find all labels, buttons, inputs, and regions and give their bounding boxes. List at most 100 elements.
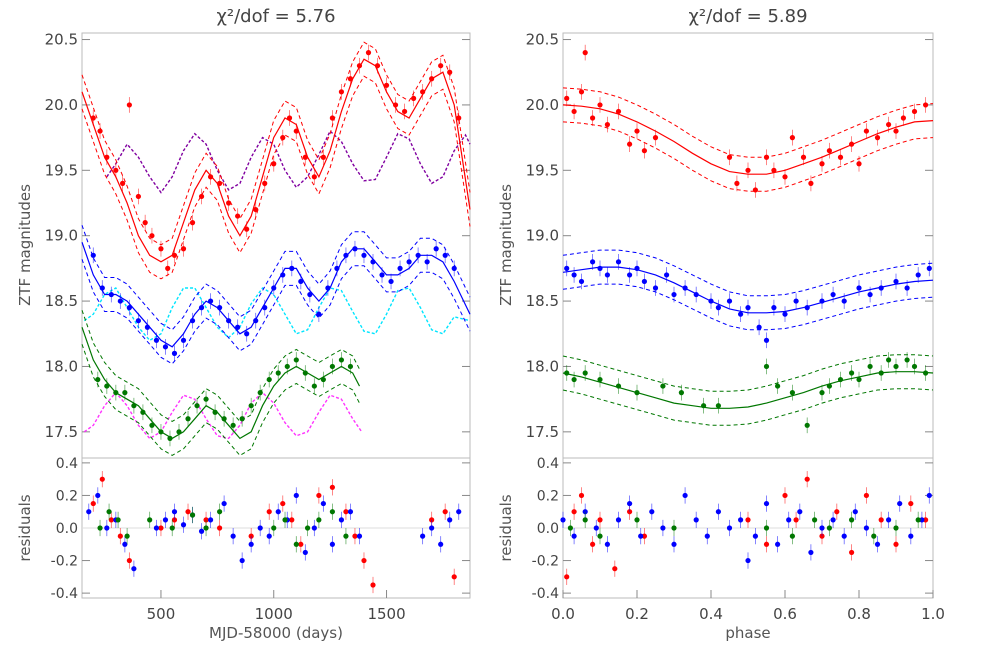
left-bottom-data-point xyxy=(316,517,322,523)
left-top-data-point xyxy=(325,285,331,291)
left-bottom-data-point xyxy=(239,557,245,564)
left-top-data-point xyxy=(113,390,119,396)
right-bottom-data-point xyxy=(615,517,622,523)
left-top-data-point xyxy=(113,167,119,173)
right-top-data-point xyxy=(564,265,570,271)
left-top-data-point xyxy=(397,265,403,271)
left-top-ytick-label: 19.0 xyxy=(45,227,78,245)
right-bottom-data-point xyxy=(593,525,599,531)
right-bottom-data-point xyxy=(775,541,781,547)
right-bottom-ytick-label: 0.4 xyxy=(537,456,559,472)
right-top-data-point xyxy=(863,128,870,134)
left-top-data-point xyxy=(262,180,268,186)
left-bottom-data-point xyxy=(203,525,209,531)
left-top-data-point xyxy=(142,220,148,226)
right-bottom-xtick-label: 0.4 xyxy=(699,605,723,623)
right-top-data-point xyxy=(578,89,585,95)
left-top-data-point xyxy=(171,252,178,258)
right-bottom-data-point xyxy=(745,517,751,523)
left-top-data-point xyxy=(90,115,96,121)
left-top-data-point xyxy=(203,396,209,402)
right-top-data-point xyxy=(878,370,884,376)
right-bottom-ytick-label: -0.2 xyxy=(532,554,559,570)
left-top-data-point xyxy=(343,252,349,258)
left-top-data-point xyxy=(442,252,448,258)
left-bottom-data-point xyxy=(298,541,304,547)
right-bottom-data-point xyxy=(564,574,570,580)
left-bottom-data-point xyxy=(90,500,96,507)
left-bottom-data-point xyxy=(320,500,326,507)
right-bottom-data-point xyxy=(893,525,899,531)
right-bottom-data-point xyxy=(763,500,770,507)
left-bottom-data-point xyxy=(124,533,130,539)
right-top-data-point xyxy=(793,298,799,304)
left-top-data-point xyxy=(131,403,137,409)
right-top-ytick-label: 20.5 xyxy=(526,31,559,49)
right-bottom-data-point xyxy=(849,549,855,556)
left-top-reference-curve xyxy=(106,129,471,194)
right-top-data-point xyxy=(634,128,640,134)
left-top-data-point xyxy=(257,390,263,396)
left-top-data-point xyxy=(406,259,412,265)
left-bottom-data-point xyxy=(106,509,112,515)
left-top-data-point xyxy=(198,305,205,311)
left-top-data-point xyxy=(162,344,169,350)
left-top-data-point xyxy=(293,357,299,363)
left-top-data-point xyxy=(126,102,132,108)
left-bottom-data-point xyxy=(361,557,367,564)
right-top-y-axis-label: ZTF magnitudes xyxy=(497,184,515,306)
left-top-data-point xyxy=(379,272,385,278)
right-top-data-point xyxy=(597,265,603,271)
right-bottom-data-point xyxy=(841,533,847,539)
left-top-data-point xyxy=(217,180,223,186)
left-bottom-data-point xyxy=(248,541,254,547)
right-bottom-data-point xyxy=(897,500,903,507)
right-top-data-point xyxy=(763,154,770,160)
left-bottom-data-point xyxy=(293,492,299,499)
right-top-data-point xyxy=(634,265,640,271)
right-bottom-data-point xyxy=(634,517,640,523)
right-bottom-data-point xyxy=(571,533,577,539)
left-bottom-data-point xyxy=(302,549,308,556)
left-bottom-data-point xyxy=(316,492,322,499)
left-bottom-y-axis-label: residuals xyxy=(16,494,34,561)
right-top-data-point xyxy=(808,180,814,186)
left-bottom-data-point xyxy=(280,500,286,507)
right-top-data-point xyxy=(849,370,855,376)
right-top-data-point xyxy=(900,115,907,121)
left-bottom-data-point xyxy=(429,525,435,531)
left-top-data-point xyxy=(392,102,399,108)
left-top-data-point xyxy=(316,311,322,317)
left-bottom-data-point xyxy=(352,533,358,539)
right-top-data-point xyxy=(708,298,714,304)
left-bottom-data-point xyxy=(456,509,462,515)
left-top-data-point xyxy=(126,305,132,311)
right-bottom-ytick-label: 0.0 xyxy=(537,521,559,537)
left-bottom-data-point xyxy=(189,512,196,518)
left-bottom-data-point xyxy=(95,492,101,499)
right-bottom-data-point xyxy=(752,533,759,539)
right-top-data-point xyxy=(726,298,733,304)
right-top-data-point xyxy=(564,370,570,376)
left-top-data-point xyxy=(104,154,110,160)
left-top-data-point xyxy=(266,376,272,383)
right-top-data-point xyxy=(886,357,892,363)
left-top-data-point xyxy=(253,206,259,213)
left-top-data-point xyxy=(415,252,421,258)
right-bottom-data-point xyxy=(812,517,818,523)
right-top-data-point xyxy=(756,324,762,330)
left-bottom-data-point xyxy=(131,566,137,572)
right-top-data-point xyxy=(590,115,596,121)
right-bottom-data-point xyxy=(582,517,588,523)
left-top-data-point xyxy=(140,409,146,415)
right-top-data-point xyxy=(782,174,788,180)
left-top-ytick-label: 18.5 xyxy=(45,292,78,310)
right-top-data-point xyxy=(734,180,740,186)
left-top-data-point xyxy=(226,200,232,206)
left-top-data-point xyxy=(158,429,164,435)
right-bottom-xtick-label: 0.0 xyxy=(551,605,575,623)
left-chart-title: χ²/dof = 5.76 xyxy=(216,6,335,27)
left-bottom-data-point xyxy=(171,509,178,515)
right-top-data-point xyxy=(782,311,788,317)
left-top-model-envelope xyxy=(81,344,360,457)
